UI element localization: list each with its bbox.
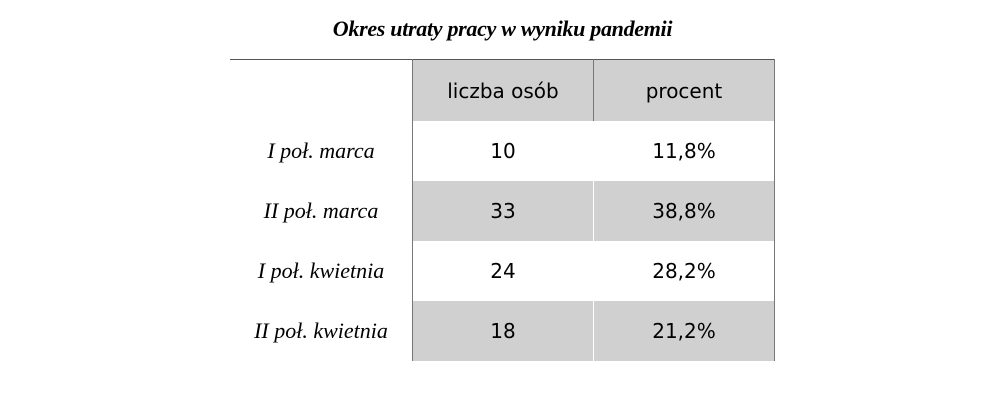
header-count: liczba osób (413, 60, 593, 121)
row-label: I poł. kwietnia (257, 258, 385, 283)
cell-percent: 28,2% (652, 259, 716, 283)
cell-count: 33 (413, 181, 593, 241)
cell-percent: 21,2% (594, 301, 774, 361)
cell-percent: 11,8% (652, 139, 716, 163)
row-label: II poł. marca (263, 198, 379, 223)
table-title: Okres utraty pracy w wyniku pandemii (332, 16, 673, 41)
left-border (412, 59, 413, 361)
cell-percent: 38,8% (594, 181, 774, 241)
header-percent: procent (594, 60, 774, 121)
top-rule (230, 59, 775, 60)
row-label: I poł. marca (267, 138, 375, 163)
cell-count: 24 (490, 259, 516, 283)
cell-count: 10 (490, 139, 516, 163)
cell-count: 18 (413, 301, 593, 361)
right-border (774, 59, 775, 361)
header-divider (593, 59, 594, 121)
row-label: II poł. kwietnia (254, 318, 388, 343)
